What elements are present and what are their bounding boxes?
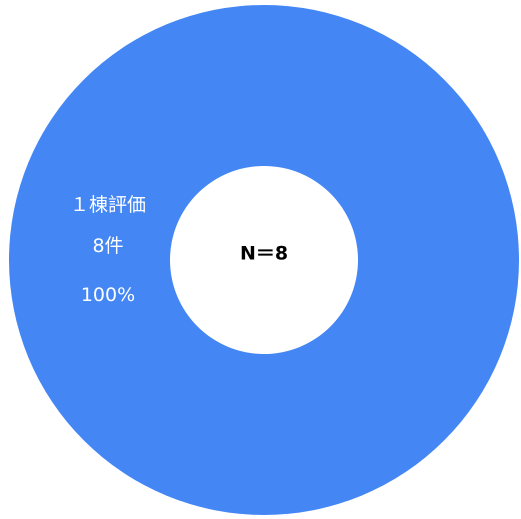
donut-hole xyxy=(170,166,358,354)
slice-labels-group: １棟評価 8件 100% xyxy=(70,194,146,306)
center-total-label: N＝8 xyxy=(240,243,288,265)
slice-label-category: １棟評価 xyxy=(70,194,146,216)
slice-label-count: 8件 xyxy=(92,235,123,257)
slice-label-percent: 100% xyxy=(81,284,135,306)
